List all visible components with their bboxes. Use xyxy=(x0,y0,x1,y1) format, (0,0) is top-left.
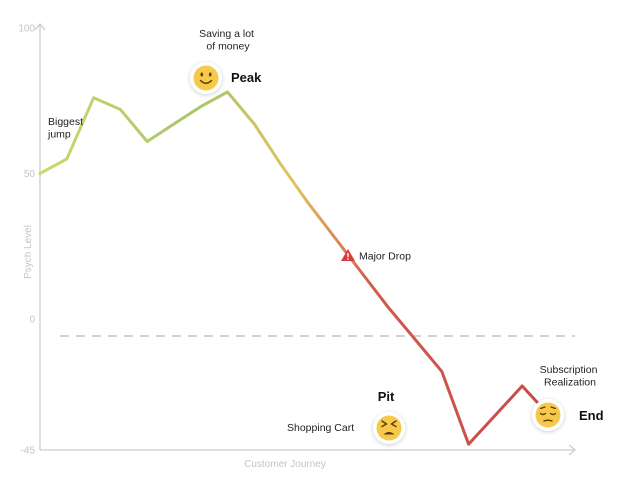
x-axis-arrow xyxy=(568,444,577,456)
pensive-emoji-icon xyxy=(535,402,561,428)
y-axis-arrow xyxy=(34,22,46,31)
end-label: End xyxy=(579,408,604,423)
x-axis-label: Customer Journey xyxy=(244,459,326,470)
y-tick-label: 100 xyxy=(18,24,35,35)
annotation-saving: Saving a lot of money xyxy=(199,28,257,53)
series-line xyxy=(38,90,551,446)
annotation-biggest-jump: Biggest jump xyxy=(47,116,86,141)
marker-pit: Pit xyxy=(373,389,405,444)
y-tick-label: 0 xyxy=(29,315,35,326)
pit-label: Pit xyxy=(378,389,395,404)
y-tick-label: 50 xyxy=(24,169,36,180)
warning-icon xyxy=(341,249,355,261)
peak-label: Peak xyxy=(231,70,262,85)
y-tick-label: -45 xyxy=(21,446,36,457)
annotation-subscription: Subscription Realization xyxy=(540,364,601,389)
major-drop-label: Major Drop xyxy=(359,251,411,263)
marker-peak: Peak xyxy=(190,62,262,94)
axes xyxy=(34,22,577,456)
tired-emoji-icon xyxy=(376,415,402,441)
y-tick-labels: 100 50 0 -45 xyxy=(18,24,35,457)
y-axis-label: Psych Level xyxy=(23,225,34,279)
marker-end: End xyxy=(532,399,604,431)
annotation-shopping-cart: Shopping Cart xyxy=(287,422,354,434)
smile-emoji-icon xyxy=(193,65,219,91)
annotation-major-drop: Major Drop xyxy=(341,249,411,263)
